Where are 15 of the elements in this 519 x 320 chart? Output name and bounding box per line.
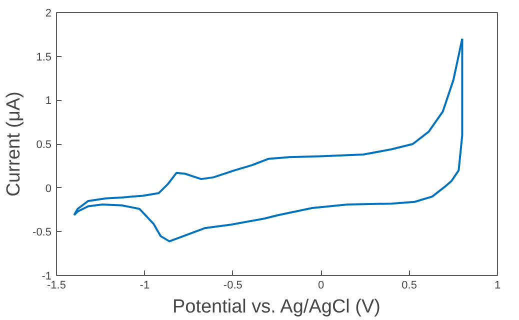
y-tick-label: 0 <box>45 182 52 195</box>
x-tick-label: 0 <box>318 280 324 292</box>
x-tick-label: 1 <box>494 280 501 292</box>
x-tick-label: -0.5 <box>223 280 242 292</box>
y-tick-label: 0.5 <box>36 139 52 151</box>
y-tick-label: 2 <box>45 8 52 20</box>
y-tick-label: 1 <box>45 95 52 108</box>
x-axis-title: Potential vs. Ag/AgCl (V) <box>172 296 381 318</box>
x-tick-label: -1.5 <box>47 280 66 292</box>
y-axis-title: Current (μA) <box>4 92 25 196</box>
y-tick-label: -1 <box>42 270 52 282</box>
y-tick-label: -0.5 <box>32 226 52 239</box>
x-tick-label: -1 <box>140 280 150 292</box>
x-tick-label: 0.5 <box>402 280 417 292</box>
y-tick-label: 1.5 <box>36 51 52 64</box>
